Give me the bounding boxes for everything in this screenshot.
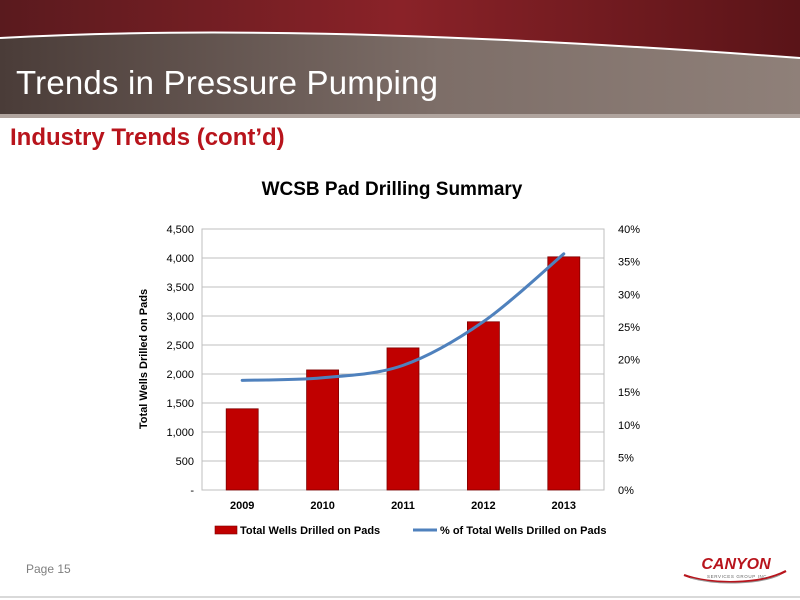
y-tick-label: 4,500 <box>166 224 194 236</box>
bar <box>466 321 500 491</box>
bar <box>547 256 581 491</box>
legend-line-label: % of Total Wells Drilled on Pads <box>440 525 606 537</box>
y-tick-label: 2,000 <box>166 369 194 381</box>
y-tick-label: 1,000 <box>166 427 194 439</box>
y2-tick-label: 35% <box>618 257 640 269</box>
legend-bar-label: Total Wells Drilled on Pads <box>240 525 380 537</box>
y2-tick-label: 10% <box>618 420 640 432</box>
legend: Total Wells Drilled on Pads % of Total W… <box>214 525 606 537</box>
footer-rule <box>0 596 800 598</box>
x-tick-label: 2011 <box>391 500 415 512</box>
y2-tick-label: 40% <box>618 224 640 236</box>
bar <box>386 347 420 491</box>
y-axis-ticks: - 500 1,000 1,500 2,000 2,500 3,000 3,500 4,000 4… <box>166 224 194 497</box>
y-tick-label: 1,500 <box>166 398 194 410</box>
y2-tick-label: 5% <box>618 452 634 464</box>
chart-title: WCSB Pad Drilling Summary <box>262 179 523 200</box>
x-tick-label: 2010 <box>310 500 334 512</box>
x-tick-label: 2009 <box>230 500 254 512</box>
pad-drilling-chart: WCSB Pad Drilling Summary - 500 1,000 1,500… <box>138 179 640 537</box>
slide-title: Trends in Pressure Pumping <box>16 64 439 101</box>
bar <box>225 408 259 491</box>
bar <box>306 369 340 491</box>
y-tick-label: 3,000 <box>166 311 194 323</box>
y-tick-label: 500 <box>176 456 194 468</box>
y-tick-label: - <box>190 485 194 497</box>
y2-tick-label: 15% <box>618 387 640 399</box>
y-axis-label: Total Wells Drilled on Pads <box>138 289 150 429</box>
section-heading: Industry Trends (cont’d) <box>10 124 285 151</box>
bar-series <box>225 256 581 491</box>
line-series <box>240 252 566 382</box>
x-tick-label: 2012 <box>471 500 495 512</box>
y-tick-label: 4,000 <box>166 253 194 265</box>
legend-bar-swatch <box>214 525 238 535</box>
canyon-logo: CANYON SERVICES GROUP INC. <box>683 556 787 584</box>
y2-tick-label: 30% <box>618 289 640 301</box>
y-tick-label: 3,500 <box>166 282 194 294</box>
y2-tick-label: 0% <box>618 485 634 497</box>
logo-tagline: SERVICES GROUP INC. <box>707 574 769 579</box>
y2-axis-ticks: 0% 5% 10% 15% 20% 25% 30% 35% 40% <box>618 224 640 497</box>
y2-tick-label: 25% <box>618 322 640 334</box>
page-number: Page 15 <box>26 562 71 576</box>
x-axis-ticks: 2009 2010 2011 2012 2013 <box>230 500 576 512</box>
y2-tick-label: 20% <box>618 355 640 367</box>
x-tick-label: 2013 <box>552 500 576 512</box>
logo-wordmark: CANYON <box>701 556 771 573</box>
header-banner <box>0 0 800 118</box>
y-tick-label: 2,500 <box>166 340 194 352</box>
